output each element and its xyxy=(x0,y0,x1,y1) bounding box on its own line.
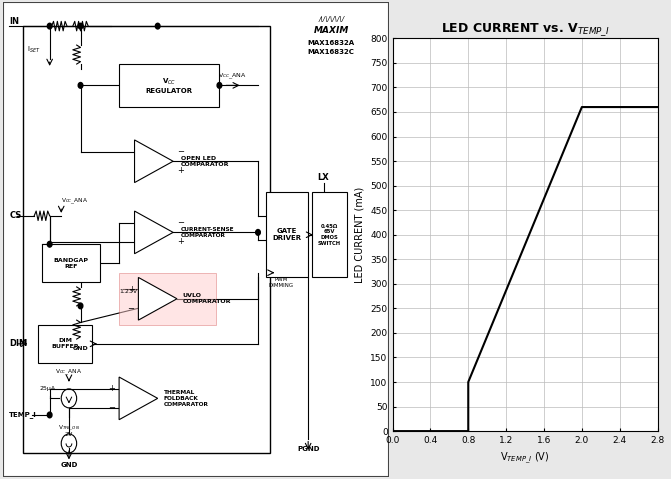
Text: UVLO
COMPARATOR: UVLO COMPARATOR xyxy=(183,293,231,304)
Text: −: − xyxy=(108,403,115,412)
Title: LED CURRENT vs. V$_{TEMP\_I}$: LED CURRENT vs. V$_{TEMP\_I}$ xyxy=(441,22,609,38)
Text: MAX16832C: MAX16832C xyxy=(308,49,355,55)
Text: +: + xyxy=(127,285,134,294)
Text: GATE
DRIVER: GATE DRIVER xyxy=(272,228,301,241)
Text: DIM: DIM xyxy=(9,339,28,348)
Bar xyxy=(38,325,92,363)
Circle shape xyxy=(48,412,52,418)
Text: +: + xyxy=(177,166,184,175)
Text: GND: GND xyxy=(72,346,89,351)
Text: MAX16832A: MAX16832A xyxy=(308,40,355,46)
X-axis label: V$_{TEMP\_I}$ (V): V$_{TEMP\_I}$ (V) xyxy=(501,451,550,466)
Text: LX: LX xyxy=(317,173,329,182)
Text: BANDGAP
REF: BANDGAP REF xyxy=(54,258,89,269)
Circle shape xyxy=(156,23,160,29)
Text: −: − xyxy=(127,304,134,313)
Text: −: − xyxy=(177,147,184,156)
Text: 25µA: 25µA xyxy=(40,387,56,391)
Text: PWM
DIMMING: PWM DIMMING xyxy=(268,277,294,287)
Bar xyxy=(23,26,270,453)
Text: PGND: PGND xyxy=(297,446,319,452)
Polygon shape xyxy=(119,377,158,420)
Text: IN: IN xyxy=(9,17,19,26)
Bar xyxy=(312,192,347,277)
Circle shape xyxy=(48,241,52,247)
Circle shape xyxy=(79,23,83,29)
Bar xyxy=(266,192,308,277)
Circle shape xyxy=(79,303,83,309)
Text: I$_{SET}$: I$_{SET}$ xyxy=(28,45,41,55)
Polygon shape xyxy=(134,140,173,182)
Text: CURRENT-SENSE
COMPARATOR: CURRENT-SENSE COMPARATOR xyxy=(180,227,234,238)
Text: GND: GND xyxy=(60,462,78,468)
Text: MAXIM: MAXIM xyxy=(313,26,349,35)
Text: 0.45Ω
65V
DMOS
SWITCH: 0.45Ω 65V DMOS SWITCH xyxy=(318,224,341,246)
Text: DIM
BUFFER: DIM BUFFER xyxy=(51,339,79,349)
Text: +: + xyxy=(109,384,115,393)
Text: CS: CS xyxy=(9,211,21,220)
Y-axis label: LED CURRENT (mA): LED CURRENT (mA) xyxy=(355,187,365,283)
Text: /\/\/\/\/\/: /\/\/\/\/\/ xyxy=(318,16,344,22)
Text: THERMAL
FOLDBACK
COMPARATOR: THERMAL FOLDBACK COMPARATOR xyxy=(164,390,209,407)
Circle shape xyxy=(217,82,221,88)
Text: V$_{CC}$_ANA: V$_{CC}$_ANA xyxy=(217,71,246,80)
Polygon shape xyxy=(134,211,173,254)
Text: −: − xyxy=(177,218,184,228)
Bar xyxy=(119,273,215,325)
Text: 1.23V: 1.23V xyxy=(119,289,138,294)
Circle shape xyxy=(256,229,260,235)
Circle shape xyxy=(48,23,52,29)
Text: V$_{TFB\_ON}$: V$_{TFB\_ON}$ xyxy=(58,423,80,432)
Bar xyxy=(119,64,219,107)
Text: 2V: 2V xyxy=(65,432,73,436)
Circle shape xyxy=(79,82,83,88)
Text: V$_{CC}$
REGULATOR: V$_{CC}$ REGULATOR xyxy=(146,77,193,94)
Polygon shape xyxy=(138,277,177,320)
Text: TEMP_I: TEMP_I xyxy=(9,411,37,419)
Text: +: + xyxy=(177,238,184,246)
Text: V$_{CC}$_ANA: V$_{CC}$_ANA xyxy=(61,197,89,206)
Bar xyxy=(42,244,100,282)
Text: OPEN LED
COMPARATOR: OPEN LED COMPARATOR xyxy=(180,156,229,167)
Text: V$_{CC}$_ANA: V$_{CC}$_ANA xyxy=(55,368,83,377)
